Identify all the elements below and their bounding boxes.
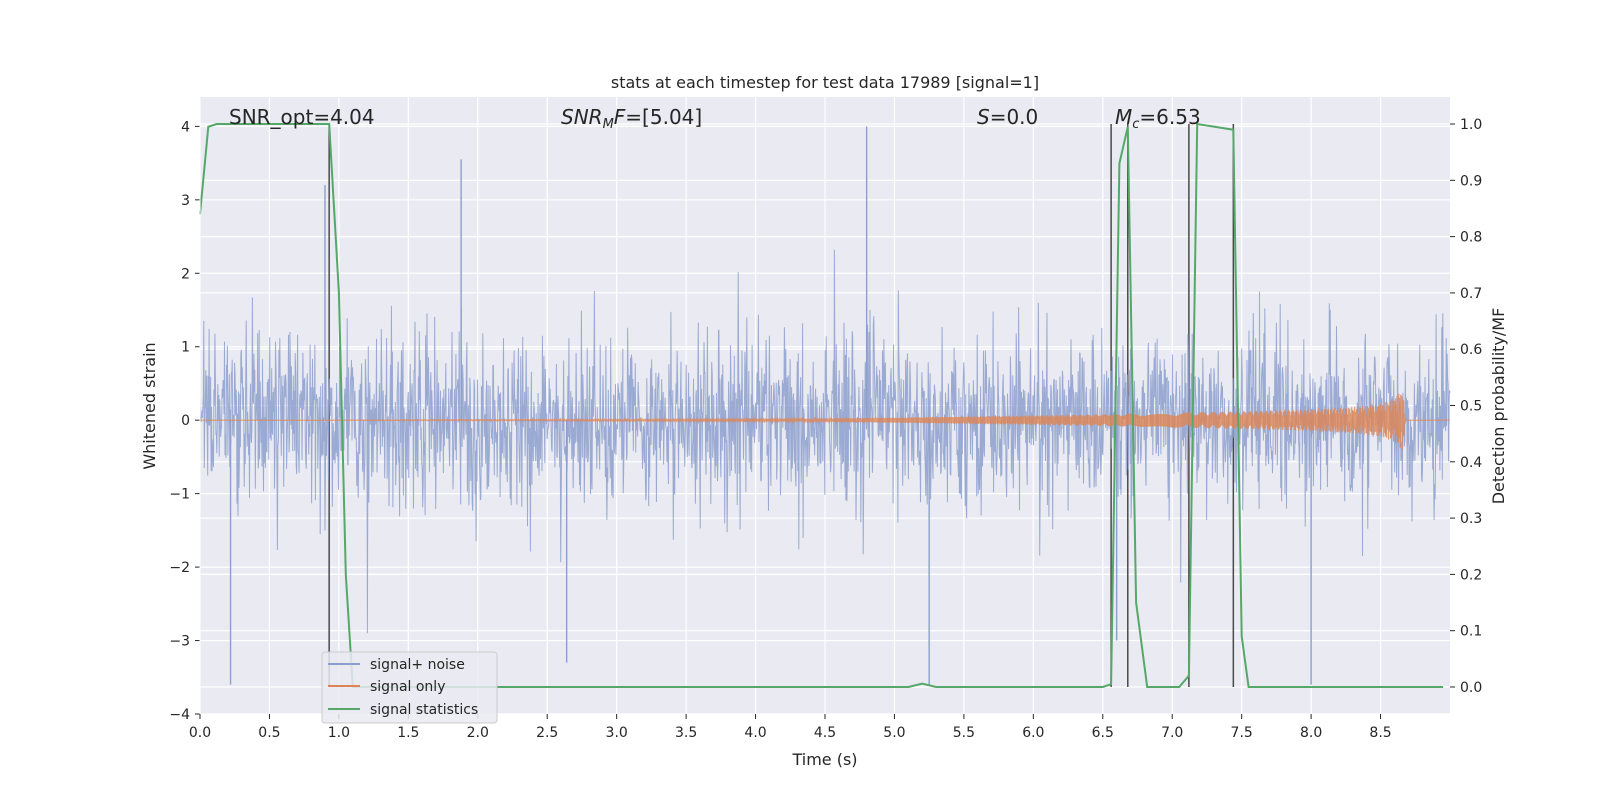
x-tick-label: 4.5 bbox=[814, 725, 836, 741]
x-tick-label: 5.5 bbox=[953, 725, 975, 741]
series-signal-noise-line bbox=[199, 249, 1451, 634]
x-tick-label: 2.5 bbox=[536, 725, 558, 741]
y-tick-label: 4 bbox=[181, 119, 190, 135]
y-tick-label: 0 bbox=[181, 413, 190, 429]
y2-tick-label: 0.0 bbox=[1460, 680, 1482, 696]
x-axis-label: Time (s) bbox=[791, 750, 857, 769]
legend: signal+ noise signal only signal statist… bbox=[321, 651, 498, 724]
legend-label-signal-statistics: signal statistics bbox=[370, 702, 478, 718]
y-tick-label: −4 bbox=[169, 707, 190, 723]
annotation-snr-opt: SNR_opt=4.04 bbox=[229, 105, 375, 129]
annotation-s: S=0.0 bbox=[977, 105, 1038, 129]
x-tick-label: 2.0 bbox=[467, 725, 489, 741]
y2-tick-label: 0.6 bbox=[1460, 342, 1482, 358]
series-signal-statistics-line bbox=[199, 122, 1444, 688]
x-tick-label: 3.0 bbox=[606, 725, 628, 741]
x-tick-label: 8.0 bbox=[1300, 725, 1322, 741]
legend-box bbox=[321, 651, 498, 724]
chart-title: stats at each timestep for test data 179… bbox=[611, 73, 1039, 92]
x-tick-label: 7.0 bbox=[1161, 725, 1183, 741]
x-tick-label: 3.5 bbox=[675, 725, 697, 741]
y-tick-label: −2 bbox=[169, 560, 190, 576]
y-tick-label: 1 bbox=[181, 340, 190, 356]
series bbox=[199, 122, 1451, 688]
x-tick-label: 4.0 bbox=[744, 725, 766, 741]
y2-axis-label: Detection probability/MF bbox=[1489, 308, 1508, 505]
x-tick-label: 6.0 bbox=[1022, 725, 1044, 741]
y2-tick-label: 0.2 bbox=[1460, 567, 1482, 583]
tick-labels: 0.0 0.5 1.0 1.5 2.0 2.5 3.0 3.5 4.0 4.5 5.0 5.5 6.0 6… bbox=[169, 97, 1482, 741]
x-tick-label: 8.5 bbox=[1369, 725, 1391, 741]
x-tick-label: 7.5 bbox=[1231, 725, 1253, 741]
y-axis-label: Whitened strain bbox=[140, 342, 159, 469]
x-tick-label: 6.5 bbox=[1092, 725, 1114, 741]
y2-tick-label: 0.3 bbox=[1460, 511, 1482, 527]
x-tick-label: 1.0 bbox=[328, 725, 350, 741]
y-tick-label: −1 bbox=[169, 487, 190, 503]
x-tick-label: 1.5 bbox=[397, 725, 419, 741]
annotation-mc: Mc=6.53 bbox=[1115, 105, 1201, 132]
y-tick-label: 3 bbox=[181, 193, 190, 209]
legend-label-signal-only: signal only bbox=[370, 679, 445, 695]
y2-tick-label: 0.8 bbox=[1460, 230, 1482, 246]
legend-label-signal-noise: signal+ noise bbox=[370, 657, 465, 673]
y2-tick-label: 0.7 bbox=[1460, 286, 1482, 302]
y-tick-label: 2 bbox=[181, 266, 190, 282]
y2-tick-label: 0.4 bbox=[1460, 455, 1482, 471]
y-tick-label: −3 bbox=[169, 634, 190, 650]
x-tick-label: 5.0 bbox=[883, 725, 905, 741]
annotation-snr-mf: SNRMF=[5.04] bbox=[561, 105, 702, 132]
series-signal-only-line bbox=[200, 393, 1450, 451]
x-tick-label: 0.5 bbox=[258, 725, 280, 741]
y2-tick-label: 0.1 bbox=[1460, 624, 1482, 640]
y2-tick-label: 0.9 bbox=[1460, 173, 1482, 189]
x-tick-label: 0.0 bbox=[189, 725, 211, 741]
y2-tick-label: 1.0 bbox=[1460, 117, 1482, 133]
y2-tick-label: 0.5 bbox=[1460, 399, 1482, 415]
